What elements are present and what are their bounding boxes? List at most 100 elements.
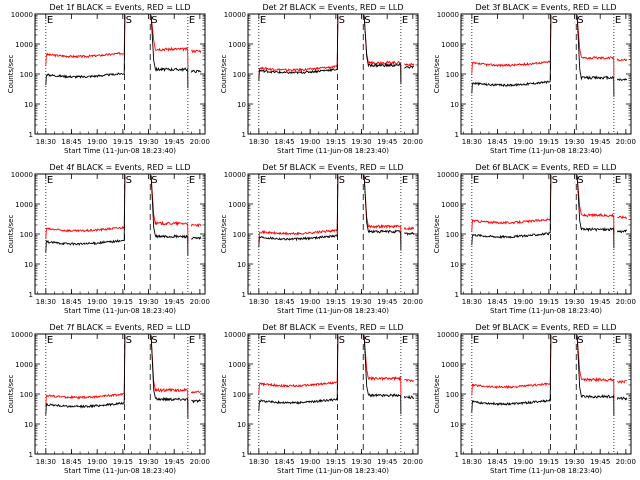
marker-label: E [189, 15, 195, 26]
x-tick-label: 19:00 [513, 298, 533, 306]
x-tick-label: 20:00 [616, 298, 636, 306]
x-tick-label: 18:45 [61, 138, 81, 146]
marker-label: S [126, 175, 132, 186]
x-tick-label: 19:15 [539, 138, 559, 146]
events-series-line [471, 15, 628, 97]
y-tick-label: 1 [455, 451, 459, 459]
panel-title: Det 7f BLACK = Events, RED = LLD [49, 323, 190, 332]
y-axis-label: Counts/sec [7, 375, 15, 414]
plot-frame [460, 173, 632, 295]
y-axis-label: Counts/sec [7, 215, 15, 254]
y-tick-label: 100 [446, 231, 459, 239]
y-axis-label: Counts/sec [220, 375, 228, 414]
x-tick-label: 19:45 [377, 458, 397, 466]
x-tick-label: 18:45 [487, 138, 507, 146]
marker-label: S [151, 15, 157, 26]
x-tick-label: 19:45 [164, 458, 184, 466]
x-tick-label: 19:45 [590, 298, 610, 306]
y-tick-label: 10000 [11, 331, 33, 339]
panel-title: Det 9f BLACK = Events, RED = LLD [475, 323, 616, 332]
marker-label: S [151, 335, 157, 346]
x-tick-label: 19:15 [113, 298, 133, 306]
events-series-line [258, 175, 415, 251]
x-tick-label: 19:45 [377, 298, 397, 306]
marker-label: S [126, 335, 132, 346]
x-tick-label: 18:45 [487, 298, 507, 306]
marker-label: S [151, 175, 157, 186]
panel-title: Det 3f BLACK = Events, RED = LLD [475, 3, 616, 12]
y-tick-label: 100 [446, 391, 459, 399]
events-series-line [258, 15, 414, 85]
x-tick-label: 19:30 [138, 458, 158, 466]
lld-series-line [45, 175, 202, 243]
marker-label: S [577, 335, 583, 346]
detector-panel-1: Det 1f BLACK = Events, RED = LLD 1 10 100 10… [7, 3, 210, 155]
x-axis-label: Start Time (11-Jun-08 18:23:40) [490, 307, 602, 315]
x-axis-label: Start Time (11-Jun-08 18:23:40) [490, 467, 602, 475]
marker-label: E [47, 335, 53, 346]
x-tick-label: 19:15 [326, 298, 346, 306]
x-tick-label: 19:00 [300, 298, 320, 306]
marker-label: S [552, 15, 558, 26]
x-tick-label: 19:15 [539, 458, 559, 466]
y-tick-label: 100 [20, 71, 33, 79]
x-tick-label: 18:30 [36, 138, 56, 146]
lld-series-line [258, 15, 415, 82]
detector-panel-9: Det 9f BLACK = Events, RED = LLD 1 10 100 10… [433, 323, 636, 475]
x-axis-label: Start Time (11-Jun-08 18:23:40) [490, 147, 602, 155]
y-tick-label: 1 [242, 131, 246, 139]
x-tick-label: 19:45 [164, 298, 184, 306]
marker-label: E [260, 15, 266, 26]
plot-frame [247, 13, 419, 135]
x-tick-label: 19:00 [300, 138, 320, 146]
y-tick-label: 10000 [224, 331, 246, 339]
x-axis-label: Start Time (11-Jun-08 18:23:40) [277, 467, 389, 475]
y-tick-label: 1000 [441, 361, 459, 369]
marker-label: E [615, 175, 621, 186]
x-tick-label: 19:15 [539, 298, 559, 306]
x-tick-label: 19:30 [351, 138, 371, 146]
marker-label: S [364, 335, 370, 346]
x-tick-label: 19:15 [113, 458, 133, 466]
x-tick-label: 18:45 [61, 458, 81, 466]
x-tick-label: 18:45 [487, 458, 507, 466]
detector-panel-4: Det 4f BLACK = Events, RED = LLD 1 10 100 10… [7, 163, 210, 315]
plot-frame [34, 173, 206, 295]
y-tick-label: 10000 [224, 171, 246, 179]
x-tick-label: 19:30 [564, 298, 584, 306]
marker-label: S [552, 175, 558, 186]
x-tick-label: 18:30 [249, 138, 269, 146]
marker-label: E [189, 335, 195, 346]
y-tick-label: 10 [450, 261, 459, 269]
marker-label: E [473, 175, 479, 186]
x-tick-label: 19:00 [513, 458, 533, 466]
detector-panel-2: Det 2f BLACK = Events, RED = LLD 1 10 100 10… [220, 3, 423, 155]
x-tick-label: 19:00 [87, 298, 107, 306]
y-tick-label: 10000 [224, 11, 246, 19]
y-tick-label: 10 [24, 261, 33, 269]
marker-label: E [260, 175, 266, 186]
x-tick-label: 20:00 [190, 138, 210, 146]
y-tick-label: 10 [24, 421, 33, 429]
y-tick-label: 1 [29, 131, 33, 139]
x-tick-label: 18:30 [249, 298, 269, 306]
y-tick-label: 10 [24, 101, 33, 109]
x-tick-label: 18:30 [462, 298, 482, 306]
x-tick-label: 18:30 [462, 138, 482, 146]
marker-label: E [473, 15, 479, 26]
y-tick-label: 1 [29, 291, 33, 299]
marker-label: E [402, 15, 408, 26]
events-series-line [45, 335, 201, 419]
marker-label: S [552, 335, 558, 346]
marker-label: E [47, 15, 53, 26]
y-axis-label: Counts/sec [433, 55, 441, 94]
x-tick-label: 19:30 [351, 458, 371, 466]
y-axis-label: Counts/sec [433, 215, 441, 254]
x-axis-label: Start Time (11-Jun-08 18:23:40) [277, 307, 389, 315]
marker-label: E [402, 175, 408, 186]
marker-label: E [615, 335, 621, 346]
x-tick-label: 19:00 [87, 458, 107, 466]
x-tick-label: 18:30 [36, 298, 56, 306]
y-tick-label: 1000 [228, 361, 246, 369]
